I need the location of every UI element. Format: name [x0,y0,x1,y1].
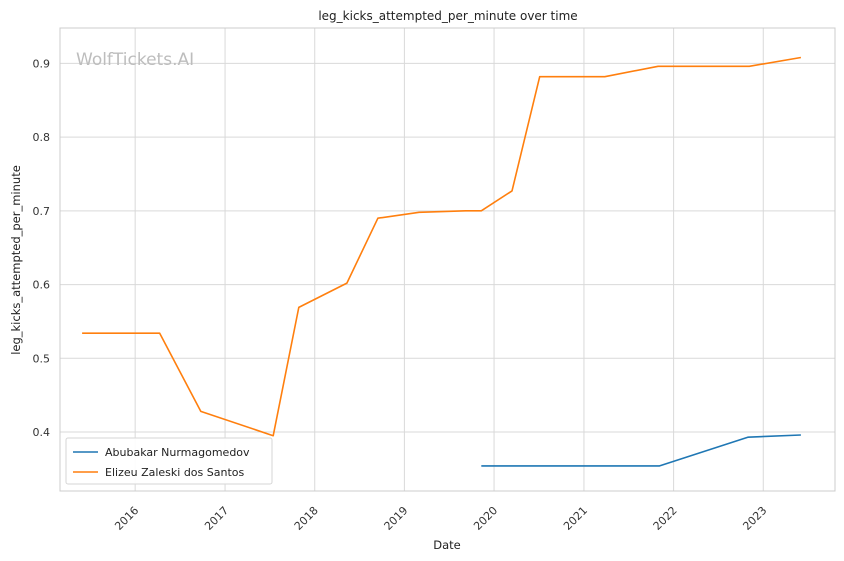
y-tick-label: 0.9 [33,57,51,70]
legend-box [65,437,273,485]
y-axis-title: leg_kicks_attempted_per_minute [9,165,23,355]
watermark-text: WolfTickets.AI [76,50,194,70]
y-tick-label: 0.4 [33,426,51,439]
x-axis-title: Date [433,538,461,552]
plot-area-frame [59,27,836,492]
grid-lines [60,28,835,491]
y-tick-label: 0.6 [33,279,51,292]
y-axis-ticks: 0.4 0.5 0.6 0.7 0.8 0.9 [33,57,51,439]
legend-label-abubakar: Abubakar Nurmagomedov [105,446,250,459]
y-tick-label: 0.5 [33,352,51,365]
y-tick-label: 0.8 [33,131,51,144]
series-lines [82,56,802,467]
series-line-abubakar-nurmagomedov [481,434,801,467]
y-tick-label: 0.7 [33,205,51,218]
series-line-elizeu-zaleski-dos-santos [82,56,802,437]
chart-title: leg_kicks_attempted_per_minute over time [318,9,577,23]
legend: Abubakar Nurmagomedov Elizeu Zaleski dos… [65,437,273,485]
legend-label-elizeu: Elizeu Zaleski dos Santos [105,466,245,479]
